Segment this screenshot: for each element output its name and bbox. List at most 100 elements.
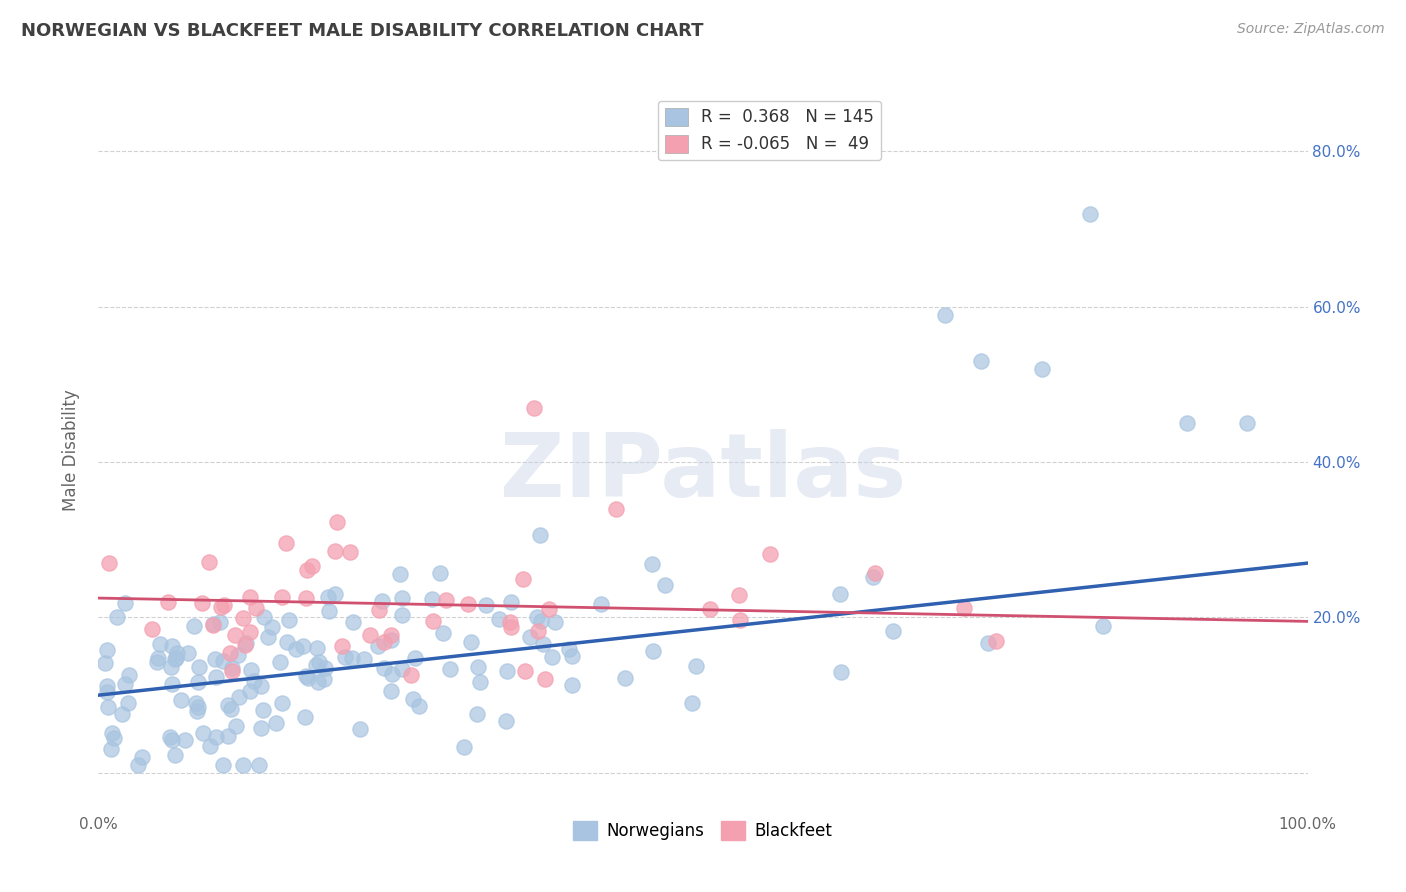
Point — [488, 612, 510, 626]
Point — [541, 650, 564, 665]
Point — [162, 733, 184, 747]
Point — [1031, 362, 1053, 376]
Point — [294, 591, 316, 606]
Point — [141, 622, 163, 636]
Point — [219, 702, 242, 716]
Point — [187, 660, 209, 674]
Point — [453, 740, 475, 755]
Point — [131, 750, 153, 764]
Point — [862, 570, 884, 584]
Point — [183, 618, 205, 632]
Point — [401, 668, 423, 682]
Point — [561, 678, 583, 692]
Point — [380, 683, 402, 698]
Point — [730, 613, 752, 627]
Point — [534, 672, 557, 686]
Point — [727, 588, 749, 602]
Point — [381, 666, 404, 681]
Point — [305, 640, 328, 655]
Point — [408, 698, 430, 713]
Point — [117, 696, 139, 710]
Point — [100, 742, 122, 756]
Point — [94, 657, 117, 671]
Point — [367, 603, 389, 617]
Point — [323, 543, 346, 558]
Point — [170, 693, 193, 707]
Point — [212, 598, 235, 612]
Point — [605, 501, 627, 516]
Point — [166, 646, 188, 660]
Point — [262, 620, 284, 634]
Point — [681, 696, 703, 710]
Point — [499, 615, 522, 630]
Point — [114, 677, 136, 691]
Point — [828, 587, 851, 601]
Point — [316, 590, 339, 604]
Point — [501, 595, 523, 609]
Point — [359, 627, 381, 641]
Point — [174, 733, 197, 747]
Text: ZIPatlas: ZIPatlas — [501, 429, 905, 516]
Point — [264, 716, 287, 731]
Point — [475, 598, 498, 612]
Point — [952, 600, 974, 615]
Point — [201, 618, 224, 632]
Point — [204, 651, 226, 665]
Point — [934, 308, 956, 322]
Point — [523, 401, 546, 415]
Point — [187, 675, 209, 690]
Point — [96, 679, 118, 693]
Point — [295, 563, 318, 577]
Point — [460, 635, 482, 649]
Point — [380, 628, 402, 642]
Point — [118, 668, 141, 682]
Point — [530, 615, 553, 629]
Point — [228, 690, 250, 704]
Point — [217, 698, 239, 713]
Point — [373, 635, 395, 649]
Point — [342, 615, 364, 629]
Point — [160, 660, 183, 674]
Point — [243, 673, 266, 688]
Point — [380, 632, 402, 647]
Point — [284, 641, 307, 656]
Point — [863, 566, 886, 581]
Point — [404, 650, 426, 665]
Point — [114, 596, 136, 610]
Point — [217, 729, 239, 743]
Point — [465, 707, 488, 722]
Point — [1078, 206, 1101, 220]
Point — [239, 684, 262, 698]
Point — [111, 707, 134, 722]
Point — [253, 609, 276, 624]
Point — [224, 628, 246, 642]
Text: NORWEGIAN VS BLACKFEET MALE DISABILITY CORRELATION CHART: NORWEGIAN VS BLACKFEET MALE DISABILITY C… — [21, 22, 703, 40]
Point — [420, 591, 443, 606]
Point — [240, 663, 263, 677]
Point — [349, 722, 371, 736]
Point — [501, 620, 523, 634]
Point — [391, 591, 413, 606]
Point — [250, 722, 273, 736]
Point — [970, 354, 993, 368]
Point — [208, 615, 231, 630]
Point — [526, 610, 548, 624]
Point — [239, 590, 262, 604]
Point — [165, 748, 187, 763]
Point — [526, 624, 548, 638]
Point — [101, 725, 124, 739]
Point — [295, 669, 318, 683]
Point — [529, 527, 551, 541]
Point — [314, 661, 336, 675]
Point — [292, 639, 315, 653]
Point — [391, 608, 413, 623]
Point — [533, 637, 555, 651]
Point — [225, 719, 247, 733]
Point — [591, 598, 613, 612]
Point — [519, 631, 541, 645]
Point — [274, 536, 297, 550]
Point — [249, 758, 271, 772]
Point — [165, 651, 187, 665]
Point — [305, 658, 328, 673]
Point — [977, 636, 1000, 650]
